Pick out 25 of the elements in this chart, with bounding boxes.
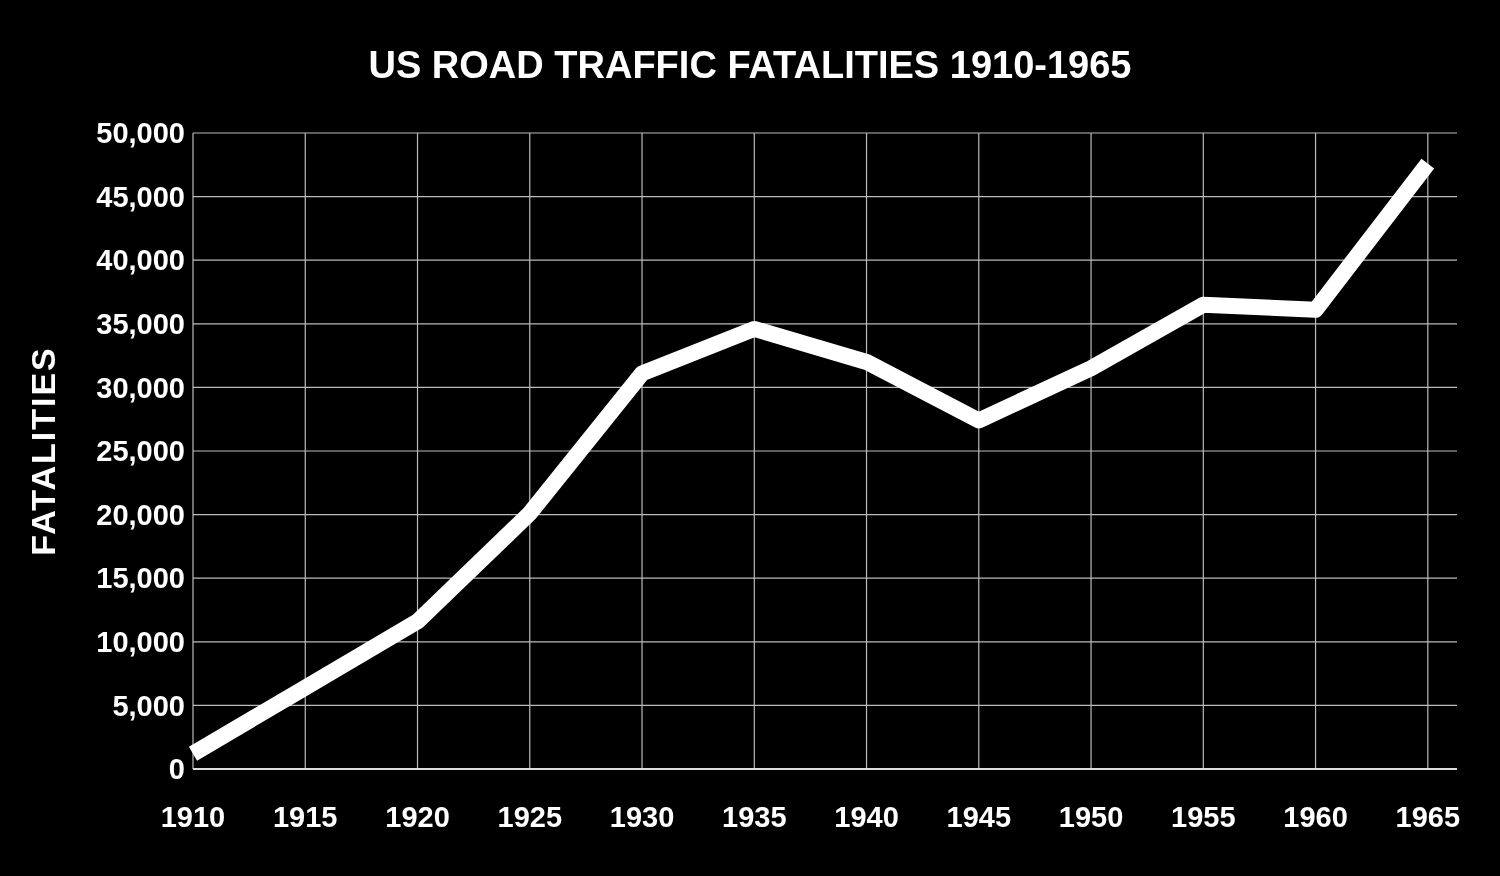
y-tick-label: 35,000 bbox=[96, 307, 185, 340]
y-tick-label: 5,000 bbox=[112, 689, 185, 722]
y-tick-label: 25,000 bbox=[96, 435, 185, 468]
x-tick-label: 1960 bbox=[1283, 801, 1348, 833]
x-tick-label: 1925 bbox=[497, 801, 563, 833]
x-tick-label: 1915 bbox=[273, 801, 338, 833]
x-tick-label: 1945 bbox=[946, 801, 1012, 833]
x-tick-label: 1910 bbox=[160, 801, 226, 833]
y-tick-label: 20,000 bbox=[96, 498, 185, 531]
x-tick-label: 1955 bbox=[1171, 801, 1236, 833]
y-tick-label: 10,000 bbox=[96, 625, 185, 658]
y-axis-title: FATALITIES bbox=[24, 346, 62, 556]
x-tick-label: 1920 bbox=[385, 801, 450, 833]
y-tick-label: 0 bbox=[168, 753, 185, 786]
x-tick-label: 1940 bbox=[834, 801, 899, 833]
y-tick-label: 15,000 bbox=[96, 562, 185, 595]
x-tick-label: 1935 bbox=[722, 801, 787, 833]
x-tick-label: 1930 bbox=[609, 801, 675, 833]
chart-title: US ROAD TRAFFIC FATALITIES 1910-1965 bbox=[368, 44, 1132, 86]
y-tick-label: 45,000 bbox=[96, 180, 185, 213]
y-tick-label: 50,000 bbox=[96, 117, 185, 150]
x-tick-label: 1965 bbox=[1395, 801, 1461, 833]
y-tick-label: 40,000 bbox=[96, 244, 185, 277]
y-tick-label: 30,000 bbox=[96, 371, 185, 404]
x-tick-label: 1950 bbox=[1058, 801, 1124, 833]
